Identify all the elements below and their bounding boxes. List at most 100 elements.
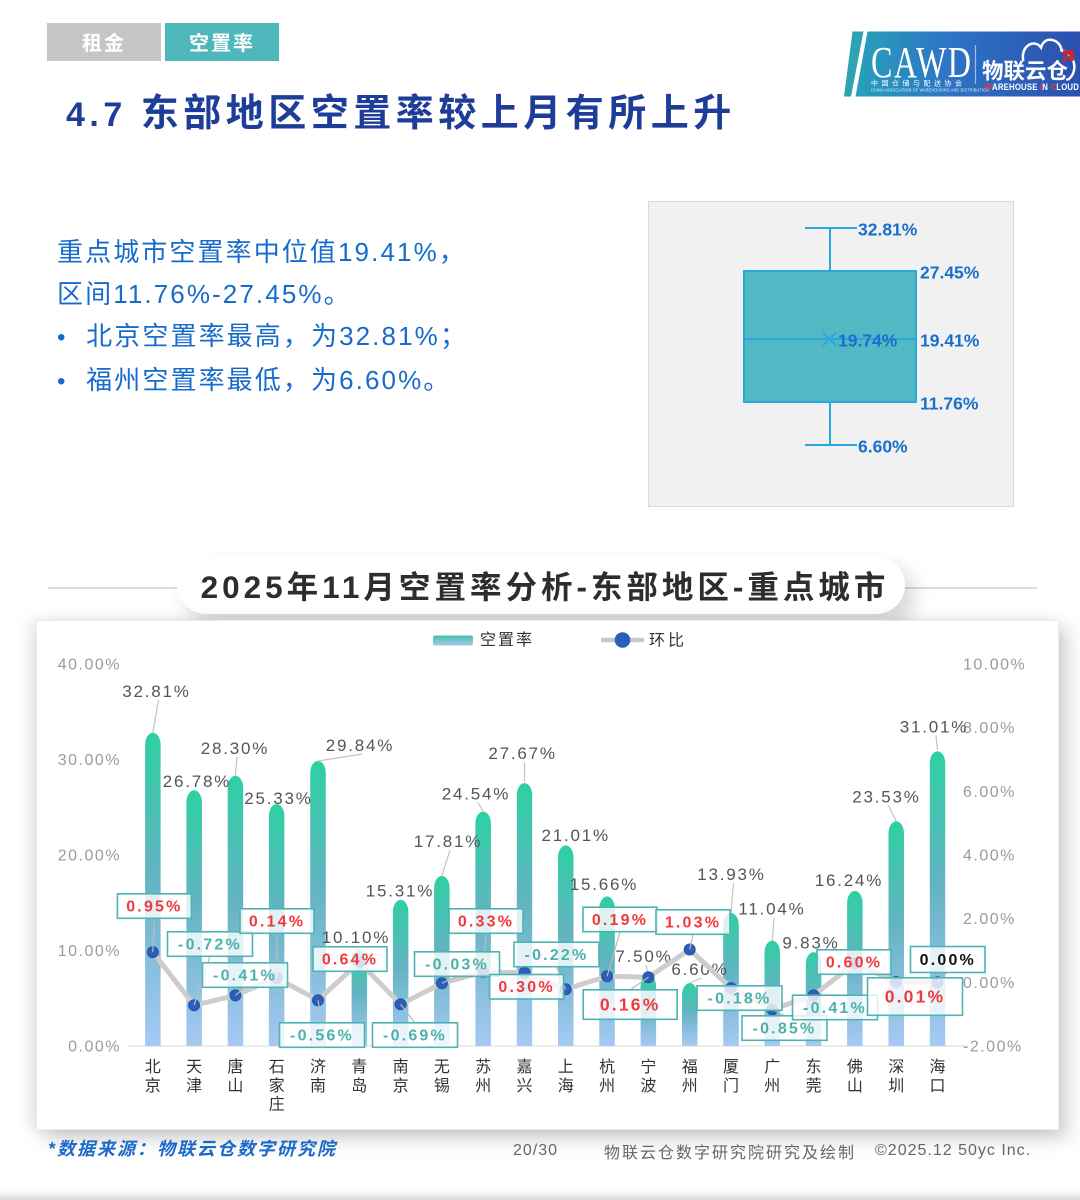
svg-text:环比: 环比 [649, 632, 687, 650]
svg-text:8.00%: 8.00% [963, 720, 1016, 737]
svg-text:山: 山 [847, 1072, 863, 1096]
svg-text:州: 州 [475, 1072, 491, 1096]
svg-text:京: 京 [145, 1072, 161, 1096]
svg-text:空置率: 空置率 [480, 631, 534, 649]
svg-text:7.50%: 7.50% [615, 947, 672, 966]
svg-text:20.00%: 20.00% [58, 848, 121, 865]
svg-text:CHINA ASSOCIATION OF WAREHOUSI: CHINA ASSOCIATION OF WAREHOUSING AND DIS… [871, 87, 989, 92]
svg-text:29.84%: 29.84% [326, 736, 394, 755]
svg-text:32.81%: 32.81% [122, 682, 190, 701]
svg-text:24.54%: 24.54% [442, 785, 510, 804]
svg-text:13.93%: 13.93% [697, 865, 765, 884]
svg-text:海: 海 [558, 1072, 574, 1096]
svg-text:福: 福 [682, 1053, 698, 1077]
svg-text:0.30%: 0.30% [498, 979, 554, 996]
svg-text:0.00%: 0.00% [68, 1039, 121, 1056]
svg-text:-0.18%: -0.18% [708, 990, 772, 1007]
svg-text:圳: 圳 [888, 1072, 904, 1096]
svg-text:6.00%: 6.00% [963, 784, 1016, 801]
svg-text:庄: 庄 [269, 1091, 285, 1115]
svg-text:州: 州 [599, 1072, 615, 1096]
svg-text:物联云仓: 物联云仓 [982, 55, 1069, 86]
svg-text:青: 青 [351, 1053, 367, 1077]
svg-text:0.14%: 0.14% [249, 913, 305, 930]
svg-text:津: 津 [186, 1072, 202, 1096]
svg-text:-0.72%: -0.72% [178, 936, 242, 953]
svg-text:南: 南 [393, 1053, 409, 1077]
svg-text:2.00%: 2.00% [963, 911, 1016, 928]
svg-text:11.04%: 11.04% [738, 900, 805, 919]
svg-text:16.24%: 16.24% [815, 871, 883, 890]
svg-text:0.00%: 0.00% [963, 975, 1016, 992]
svg-text:30.00%: 30.00% [58, 752, 121, 769]
svg-text:11.76%: 11.76% [920, 394, 979, 414]
svg-text:25.33%: 25.33% [244, 789, 312, 808]
svg-text:北: 北 [145, 1053, 161, 1077]
svg-text:40.00%: 40.00% [58, 657, 121, 674]
svg-text:州: 州 [682, 1072, 698, 1096]
svg-text:上: 上 [558, 1053, 574, 1077]
svg-text:0.19%: 0.19% [592, 912, 648, 929]
svg-text:杭: 杭 [599, 1053, 615, 1077]
svg-text:兴: 兴 [516, 1072, 532, 1096]
svg-text:-0.41%: -0.41% [213, 967, 277, 984]
svg-text:东: 东 [806, 1053, 822, 1077]
svg-text:31.01%: 31.01% [900, 718, 968, 737]
svg-text:锡: 锡 [434, 1072, 450, 1096]
svg-text:0.00%: 0.00% [920, 952, 976, 969]
svg-text:19.74%: 19.74% [838, 331, 898, 351]
svg-text:-0.69%: -0.69% [383, 1027, 447, 1044]
svg-text:家: 家 [269, 1072, 285, 1096]
svg-text:-0.22%: -0.22% [525, 947, 589, 964]
svg-text:波: 波 [640, 1072, 656, 1096]
svg-text:岛: 岛 [351, 1072, 367, 1096]
svg-text:0.95%: 0.95% [126, 898, 182, 915]
svg-text:深: 深 [888, 1053, 904, 1077]
svg-text:门: 门 [723, 1072, 739, 1096]
svg-text:宁: 宁 [640, 1053, 656, 1077]
svg-text:州: 州 [764, 1072, 780, 1096]
svg-text:0.01%: 0.01% [885, 987, 946, 1007]
svg-text:中国仓储与配送协会: 中国仓储与配送协会 [871, 79, 966, 89]
svg-text:莞: 莞 [806, 1072, 822, 1096]
svg-text:厦: 厦 [723, 1053, 739, 1077]
svg-text:27.45%: 27.45% [920, 263, 980, 283]
svg-text:-0.85%: -0.85% [753, 1020, 817, 1037]
svg-text:广: 广 [764, 1053, 780, 1077]
svg-text:佛: 佛 [847, 1053, 863, 1077]
svg-text:南: 南 [310, 1072, 326, 1096]
svg-text:6.60%: 6.60% [858, 437, 908, 457]
svg-text:21.01%: 21.01% [541, 826, 609, 845]
svg-text:0.16%: 0.16% [600, 995, 661, 1015]
svg-text:23.53%: 23.53% [852, 788, 920, 807]
svg-text:唐: 唐 [227, 1053, 243, 1077]
svg-text:10.00%: 10.00% [58, 943, 121, 960]
svg-text:4.00%: 4.00% [963, 848, 1016, 865]
svg-text:0.64%: 0.64% [322, 951, 378, 968]
svg-text:0.60%: 0.60% [826, 954, 882, 971]
svg-text:0.33%: 0.33% [458, 913, 514, 930]
svg-text:海: 海 [929, 1053, 945, 1077]
svg-text:17.81%: 17.81% [414, 832, 482, 851]
svg-text:-2.00%: -2.00% [963, 1039, 1023, 1056]
svg-text:山: 山 [227, 1072, 243, 1096]
svg-text:济: 济 [310, 1053, 326, 1077]
svg-text:32.81%: 32.81% [858, 220, 918, 240]
svg-text:石: 石 [269, 1053, 285, 1077]
svg-text:26.78%: 26.78% [163, 772, 231, 791]
svg-text:口: 口 [929, 1072, 945, 1096]
svg-text:无: 无 [434, 1053, 450, 1077]
svg-text:28.30%: 28.30% [201, 739, 269, 758]
svg-text:WAREHOUSE IN CLOUD: WAREHOUSE IN CLOUD [985, 81, 1080, 92]
svg-text:15.66%: 15.66% [570, 875, 638, 894]
svg-text:京: 京 [393, 1072, 409, 1096]
svg-text:-0.41%: -0.41% [803, 1000, 867, 1017]
svg-text:嘉: 嘉 [516, 1053, 532, 1077]
svg-text:10.10%: 10.10% [322, 928, 390, 947]
svg-text:-0.56%: -0.56% [290, 1027, 354, 1044]
svg-text:CAWD: CAWD [871, 39, 972, 87]
svg-text:1.03%: 1.03% [665, 914, 721, 931]
svg-text:27.67%: 27.67% [488, 744, 556, 763]
svg-text:9.83%: 9.83% [782, 934, 839, 953]
svg-text:10.00%: 10.00% [963, 657, 1026, 674]
